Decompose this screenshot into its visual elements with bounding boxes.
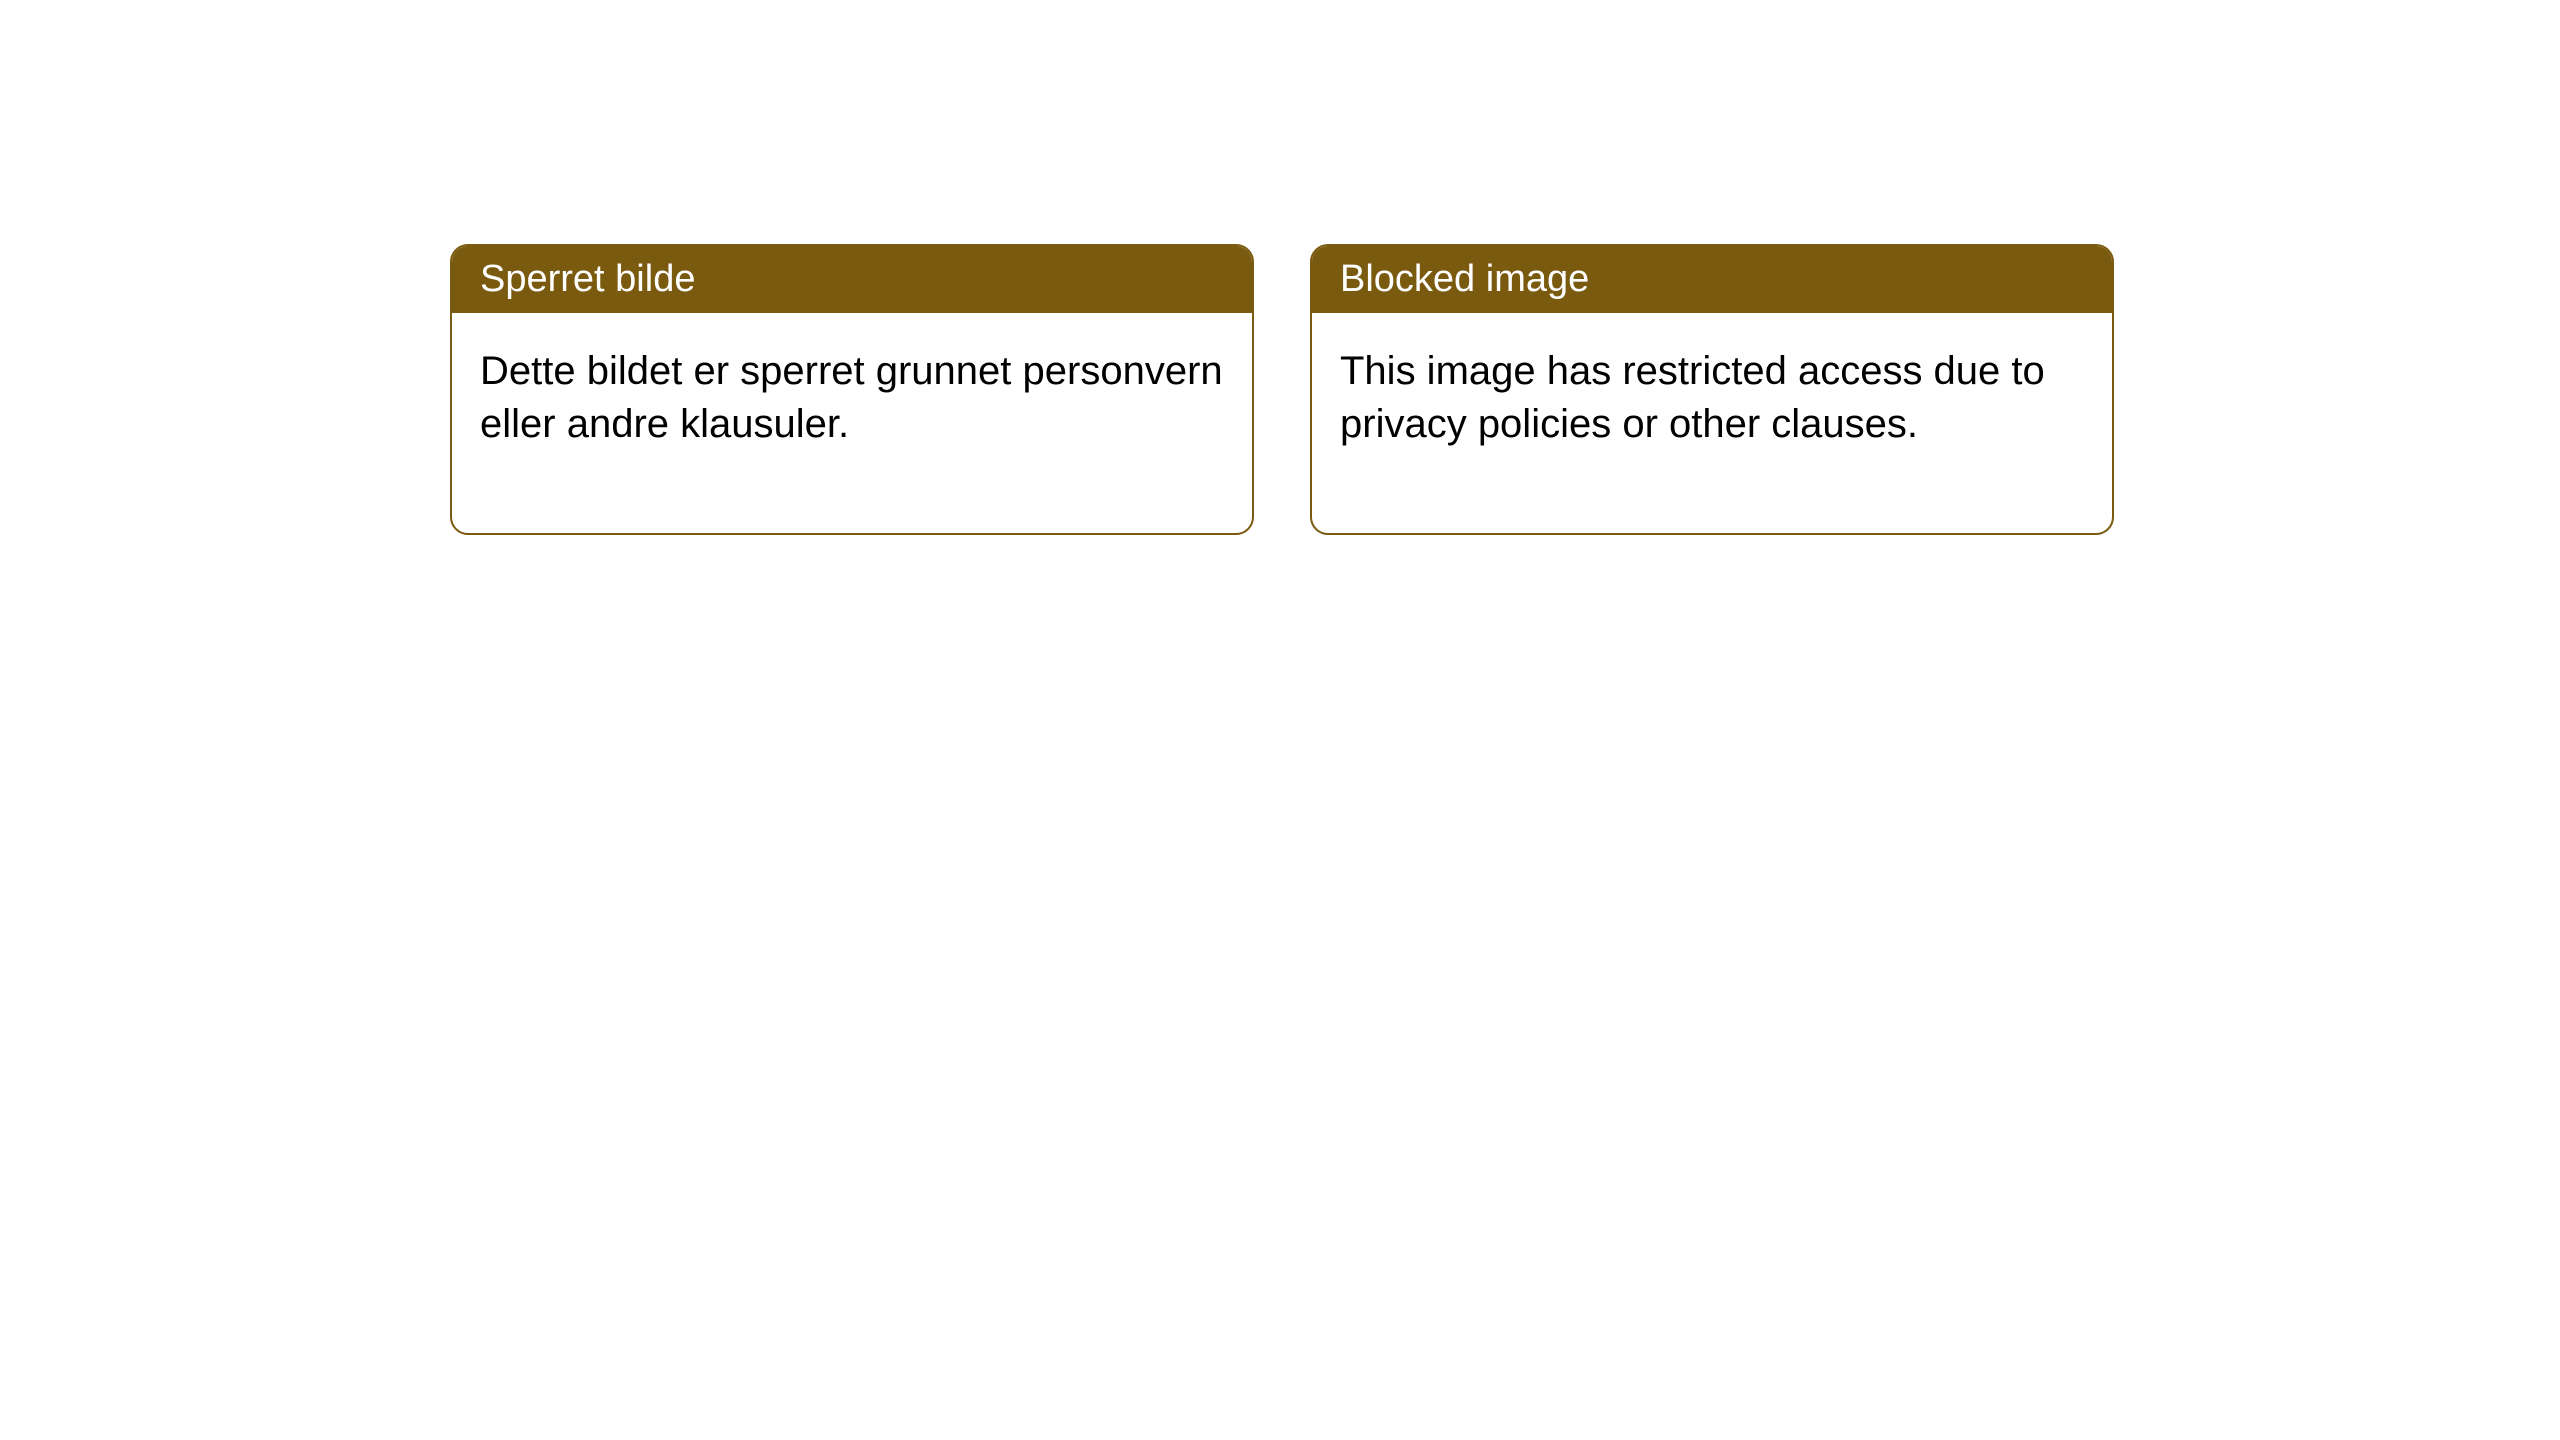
notice-body-text: This image has restricted access due to … — [1340, 349, 2045, 446]
notice-title: Sperret bilde — [480, 258, 695, 300]
notice-container: Sperret bilde Dette bildet er sperret gr… — [450, 244, 2114, 535]
notice-title: Blocked image — [1340, 258, 1589, 300]
notice-header: Blocked image — [1312, 246, 2112, 313]
notice-body: This image has restricted access due to … — [1312, 313, 2112, 533]
notice-card-english: Blocked image This image has restricted … — [1310, 244, 2114, 535]
notice-card-norwegian: Sperret bilde Dette bildet er sperret gr… — [450, 244, 1254, 535]
notice-header: Sperret bilde — [452, 246, 1252, 313]
notice-body: Dette bildet er sperret grunnet personve… — [452, 313, 1252, 533]
notice-body-text: Dette bildet er sperret grunnet personve… — [480, 349, 1223, 446]
